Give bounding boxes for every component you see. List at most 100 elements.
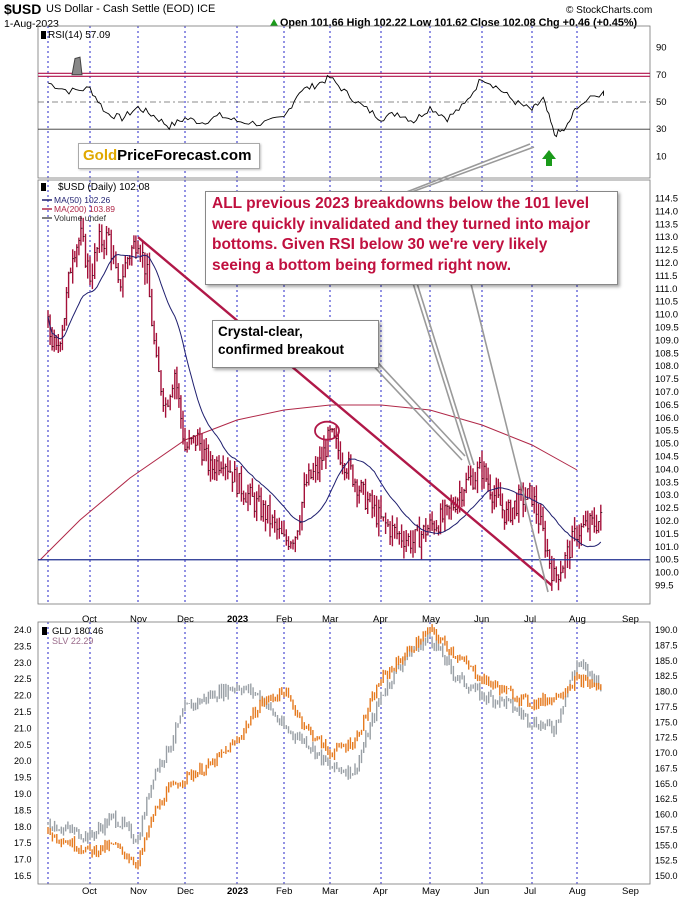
gld-tick-label: 175.0 xyxy=(655,717,678,727)
logo-site: PriceForecast.com xyxy=(117,147,252,164)
rsi-tick-label: 30 xyxy=(656,124,667,135)
metals-month-label: Dec xyxy=(177,886,194,897)
rsi-tick-label: 50 xyxy=(656,97,667,108)
gld-tick-label: 180.0 xyxy=(655,687,678,697)
rsi-tick-label: 10 xyxy=(656,151,667,162)
goldpriceforecast-logo: GoldPriceForecast.com xyxy=(78,143,260,169)
exchange-label: ICE xyxy=(197,3,216,15)
metals-month-label: Sep xyxy=(622,886,639,897)
price-panel: $USD (Daily) 102.08 MA(50) 102.26MA(200) … xyxy=(38,182,650,591)
price-tick-label: 105.5 xyxy=(655,426,679,437)
slv-tick-label: 22.0 xyxy=(14,691,32,701)
price-month-label: Jul xyxy=(524,614,536,625)
slv-tick-label: 24.0 xyxy=(14,625,32,635)
annotation-line: confirmed breakout xyxy=(218,342,345,357)
price-tick-label: 114.5 xyxy=(655,193,678,204)
annotation-line: bottoms. Given RSI below 30 we're very l… xyxy=(212,236,548,253)
annotation-pointers xyxy=(364,143,549,593)
metals-month-label: Aug xyxy=(569,886,586,897)
price-tick-label: 102.5 xyxy=(655,503,679,514)
annotation-line: were quickly invalidated and they turned… xyxy=(212,215,591,233)
panel-border xyxy=(37,621,651,885)
price-month-label: 2023 xyxy=(227,614,248,625)
legend-entry: MA(50) 102.26 xyxy=(54,195,110,205)
price-tick-label: 111.5 xyxy=(655,271,677,282)
panel-border xyxy=(37,179,651,605)
price-tick-label: 109.0 xyxy=(655,335,679,346)
price-tick-label: 112.5 xyxy=(655,245,678,256)
chart-date: 1-Aug-2023 xyxy=(4,18,59,30)
pointer-line xyxy=(403,143,531,194)
price-month-label: Aug xyxy=(569,614,586,625)
slv-tick-label: 21.5 xyxy=(14,707,32,717)
pointer-line xyxy=(408,146,535,194)
rsi-tick-label: 70 xyxy=(656,70,667,81)
slv-tick-label: 18.0 xyxy=(14,822,32,832)
annotation-line: Crystal-clear, xyxy=(218,324,303,339)
price-month-label: May xyxy=(422,614,440,625)
rsi-title: RSI(14) 57.09 xyxy=(48,30,111,41)
slv-tick-label: 19.5 xyxy=(14,773,32,783)
gld-tick-label: 187.5 xyxy=(655,640,678,650)
slv-title: SLV 22.29 xyxy=(52,636,93,646)
price-month-label: Oct xyxy=(82,614,97,625)
annotation-line: seeing a bottom being formed right now. xyxy=(212,256,512,274)
price-tick-label: 102.0 xyxy=(655,516,679,527)
metals-month-label: Nov xyxy=(130,886,147,897)
price-tick-label: 113.0 xyxy=(655,232,678,243)
chart-symbol: $USD xyxy=(4,1,42,17)
metals-month-label: Mar xyxy=(322,886,338,897)
logo-gold: Gold xyxy=(83,147,118,164)
price-tick-label: 104.0 xyxy=(655,464,679,475)
instrument-name: US Dollar - Cash Settle (EOD) xyxy=(46,3,194,15)
downtrend-line xyxy=(137,236,553,587)
price-tick-label: 101.5 xyxy=(655,529,679,540)
price-tick-label: 100.5 xyxy=(655,555,679,566)
price-tick-label: 106.0 xyxy=(655,413,679,424)
slv-tick-label: 16.5 xyxy=(14,871,32,881)
axis-labels: 10 30 50 70 90 99.5 100.0 100.5 101.0 101.5 102.0 1… xyxy=(14,43,679,897)
metals-month-label: Feb xyxy=(276,886,292,897)
price-tick-label: 111.0 xyxy=(655,284,677,295)
gld-title: GLD 180.46 xyxy=(52,626,103,637)
price-tick-label: 100.0 xyxy=(655,568,679,579)
ma200-line xyxy=(39,404,578,561)
pointer-line xyxy=(411,279,471,466)
gld-tick-label: 157.5 xyxy=(655,825,678,835)
gld-legend-swatch xyxy=(42,627,47,635)
price-tick-label: 110.0 xyxy=(655,310,678,321)
metals-month-label: Apr xyxy=(373,886,388,897)
gld-tick-label: 152.5 xyxy=(655,856,678,866)
price-title: $USD (Daily) 102.08 xyxy=(58,182,150,193)
slv-tick-label: 20.0 xyxy=(14,756,32,766)
gld-tick-label: 155.0 xyxy=(655,840,678,850)
price-tick-label: 105.0 xyxy=(655,439,679,450)
slv-tick-label: 23.0 xyxy=(14,658,32,668)
price-month-label: Nov xyxy=(130,614,147,625)
price-tick-label: 107.0 xyxy=(655,387,679,398)
annotation-line: ALL previous 2023 breakdowns below the 1… xyxy=(212,195,590,212)
price-tick-label: 110.5 xyxy=(655,297,678,308)
gld-tick-label: 167.5 xyxy=(655,763,678,773)
price-month-label: Feb xyxy=(276,614,292,625)
price-tick-label: 103.0 xyxy=(655,490,679,501)
price-tick-label: 113.5 xyxy=(655,219,678,230)
price-legend-swatch xyxy=(41,183,46,191)
metals-month-label: Jun xyxy=(474,886,489,897)
price-tick-label: 99.5 xyxy=(655,581,674,592)
price-month-label: Jun xyxy=(474,614,489,625)
gld-tick-label: 182.5 xyxy=(655,671,678,681)
legend-entry: MA(200) 103.89 xyxy=(54,204,115,214)
slv-tick-label: 23.5 xyxy=(14,641,32,651)
pointer-line xyxy=(415,279,475,466)
ma50-line xyxy=(47,253,602,548)
slv-tick-label: 18.5 xyxy=(14,805,32,815)
price-tick-label: 114.0 xyxy=(655,206,678,217)
price-tick-label: 101.0 xyxy=(655,542,679,553)
price-tick-label: 112.0 xyxy=(655,258,678,269)
rsi-panel: RSI(14) 57.09 xyxy=(38,30,650,166)
rsi-line xyxy=(47,74,604,138)
price-tick-label: 103.5 xyxy=(655,477,679,488)
slv-tick-label: 17.5 xyxy=(14,838,32,848)
